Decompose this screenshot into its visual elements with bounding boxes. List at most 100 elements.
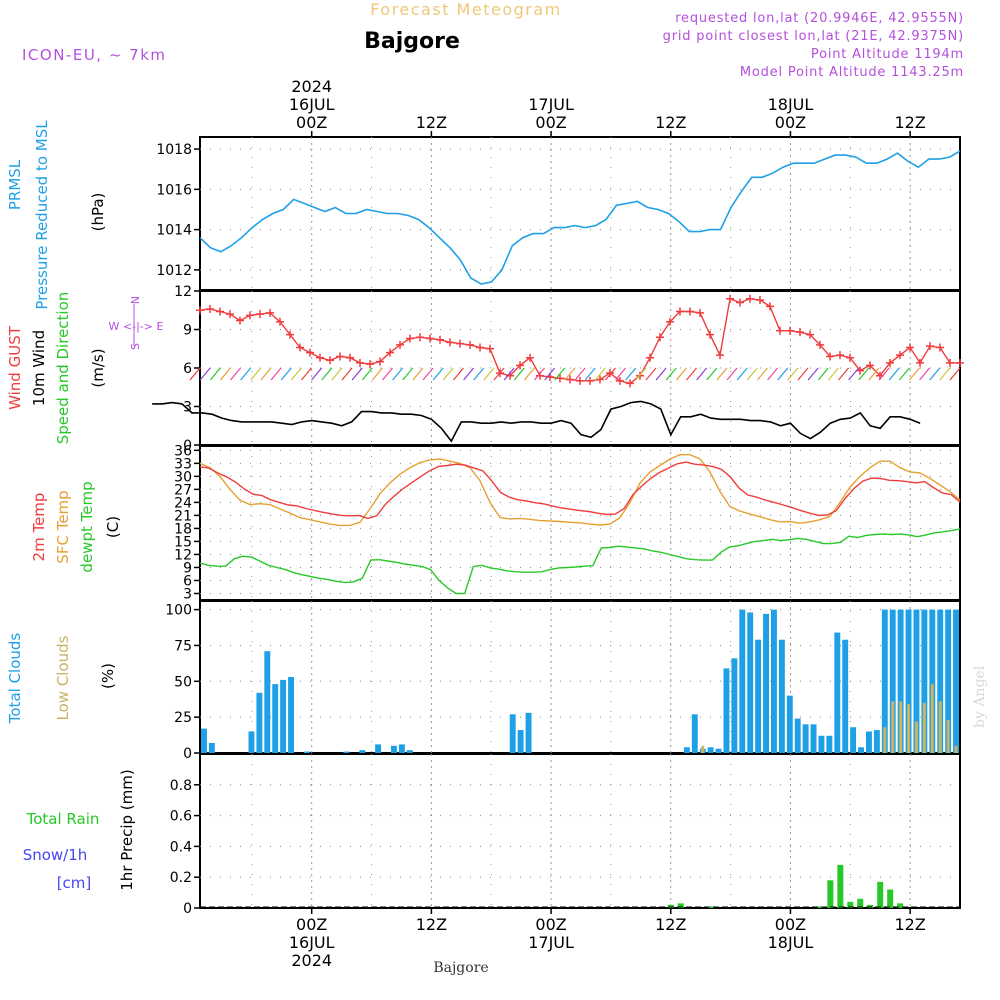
total-cloud-bar [391, 745, 397, 753]
ytick-label-temperature: 36 [174, 443, 192, 459]
total-cloud-bar [272, 684, 279, 753]
wind-direction-arrow [929, 367, 941, 381]
gust-point [706, 330, 714, 339]
total-cloud-bar [794, 718, 801, 753]
gust-point [906, 343, 914, 352]
total-cloud-bar [810, 724, 817, 753]
wind-direction-arrow [787, 367, 799, 381]
wind-direction-arrow [605, 367, 616, 381]
wind-direction-arrow [757, 367, 768, 381]
rain-bar [707, 906, 714, 908]
ytick-label-temperature: 33 [174, 456, 192, 472]
total-cloud-bar [398, 744, 405, 753]
wind-direction-arrow [523, 367, 535, 381]
wind-direction-arrow [321, 367, 333, 381]
ytick-label-wind: 0 [183, 438, 192, 454]
compass-rose: N W <-|-> E S [109, 296, 164, 350]
wind-direction-arrow [351, 367, 363, 381]
gust-point [466, 340, 474, 349]
total-cloud-bar [929, 609, 936, 753]
gust-point [596, 375, 604, 384]
ytick-label-temperature: 15 [174, 534, 192, 550]
low-cloud-bar [922, 702, 926, 753]
total-cloud-bar [509, 714, 516, 753]
gust-point [526, 353, 534, 362]
wind-direction-arrow [746, 367, 758, 381]
wind-direction-arrow [422, 367, 434, 381]
compass-s: S [129, 343, 142, 350]
wind-speed-line [152, 400, 921, 443]
gust-point [256, 310, 264, 319]
wind-direction-arrow [807, 367, 819, 381]
wind-direction-arrow [665, 367, 677, 381]
gust-point [436, 335, 444, 344]
wind-direction-arrow [432, 367, 444, 381]
gust-point [806, 330, 814, 339]
total-cloud-bar [201, 728, 207, 753]
low-cloud-bar [883, 727, 887, 753]
wind-direction-arrow [331, 367, 343, 381]
gust-point [746, 294, 754, 303]
total-cloud-bar [755, 639, 762, 753]
wind-direction-arrow [371, 367, 383, 381]
wind-direction-arrow [898, 367, 910, 381]
gust-point [206, 304, 214, 313]
footer-location: Bajgore [433, 960, 488, 976]
total-cloud-bar [517, 730, 524, 753]
ytick-label-precip: 0.2 [170, 870, 192, 886]
wind-direction-arrow [888, 367, 900, 381]
rain-bar [867, 904, 874, 908]
ytick-label-wind: 3 [183, 400, 192, 416]
wind-direction-arrow [209, 367, 221, 381]
wind-direction-arrow [655, 367, 667, 381]
total-cloud-bar [739, 609, 746, 753]
t2m-label: 2m Temp [30, 493, 48, 562]
temp-unit: (C) [104, 516, 122, 538]
total-cloud-bar [786, 695, 793, 753]
wind-direction-arrow [402, 367, 414, 381]
ytick-label-precip: 0.6 [170, 809, 192, 825]
gust-point [676, 307, 684, 316]
wind-direction-arrow [473, 367, 485, 381]
wind-direction-arrow [453, 367, 464, 381]
total-cloud-bar [731, 658, 738, 753]
total-cloud-bar [921, 609, 928, 753]
gust-point [396, 340, 404, 349]
total-cloud-bar [375, 744, 382, 753]
gust-point [356, 358, 364, 367]
ytick-label-clouds: 50 [174, 674, 192, 690]
model-altitude: Model Point Altitude 1143.25m [740, 65, 964, 80]
low-clouds-label: Low Clouds [54, 635, 72, 720]
total-cloud-bar [248, 731, 255, 753]
wind-direction-arrow [503, 367, 515, 381]
total-cloud-bar [905, 609, 912, 753]
gust-point [886, 358, 894, 367]
total-cloud-bar [873, 730, 880, 753]
wind-direction-arrow [230, 367, 241, 381]
total-cloud-bar [763, 613, 769, 753]
wind-direction-arrow [534, 367, 545, 381]
gust-point [476, 343, 484, 352]
wind-direction-arrow [878, 367, 890, 381]
prmsl-desc-label: Pressure Reduced to MSL [33, 120, 51, 310]
gust-point [916, 358, 924, 367]
gust-point [646, 353, 654, 362]
time-label: 2024 [291, 77, 332, 96]
total-cloud-bar [208, 742, 215, 753]
rain-bar [857, 898, 864, 908]
time-label: 2024 [291, 951, 332, 970]
total-cloud-bar [937, 609, 944, 753]
wind-direction-arrow [919, 367, 931, 381]
total-cloud-bar [683, 747, 690, 753]
wind-direction-arrow [544, 367, 556, 381]
gust-point [316, 353, 324, 362]
gust-point [236, 316, 244, 325]
total-cloud-bar [826, 735, 833, 753]
ytick-label-wind: 9 [183, 323, 192, 339]
gust-point [566, 375, 574, 384]
gust-point [286, 330, 294, 339]
wind-direction-arrow [493, 367, 505, 381]
credit-watermark: by Angel [972, 665, 988, 728]
location-title: Bajgore [364, 29, 460, 54]
rain-bar [837, 864, 844, 908]
